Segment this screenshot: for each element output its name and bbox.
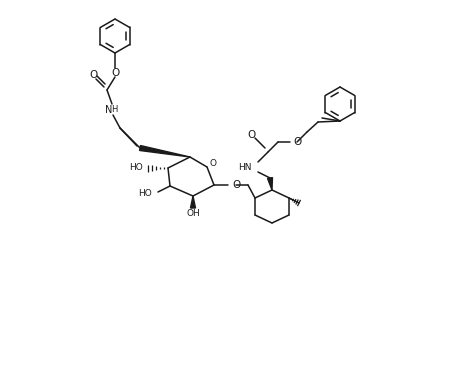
Text: O: O [232,180,240,190]
Polygon shape [139,145,190,157]
Text: O: O [293,137,301,147]
Text: O: O [89,70,97,80]
Text: O: O [111,68,119,78]
Polygon shape [268,178,272,190]
Text: OH: OH [186,209,200,219]
Polygon shape [190,196,195,208]
Text: O: O [210,159,217,167]
Text: N: N [105,105,113,115]
Text: HO: HO [138,190,152,198]
Text: H: H [111,106,117,114]
Text: HO: HO [129,163,143,173]
Text: HN: HN [238,163,252,171]
Text: O: O [248,130,256,140]
